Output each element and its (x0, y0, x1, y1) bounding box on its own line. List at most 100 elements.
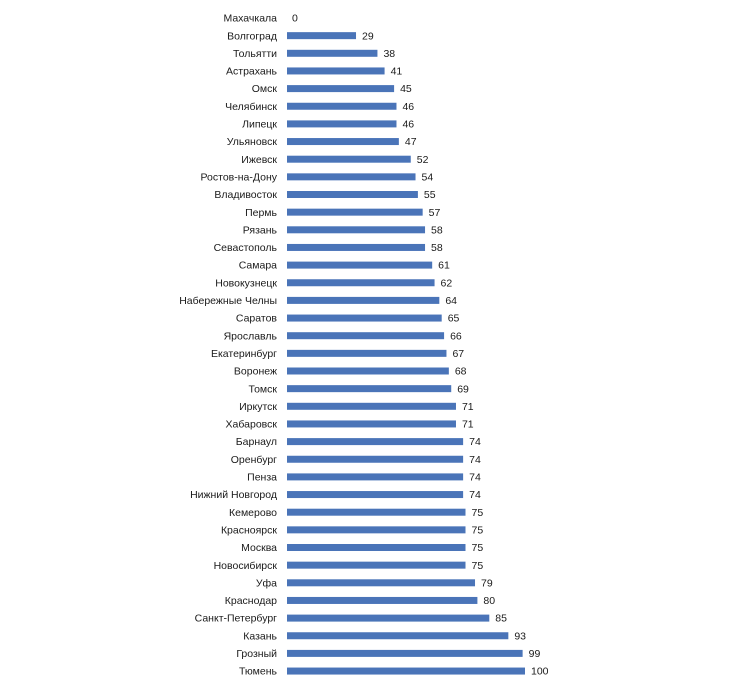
category-label-тюмень: Тюмень (239, 666, 278, 676)
value-label-пенза: 74 (469, 472, 481, 484)
bar-пенза (287, 473, 464, 481)
value-label-волгоград: 29 (362, 30, 374, 42)
bar-пермь (287, 208, 423, 216)
value-label-набережные-челны: 64 (445, 295, 457, 307)
category-label-набережные-челны: Набережные Челны (179, 295, 277, 307)
category-label-волгоград: Волгоград (227, 30, 277, 42)
category-label-челябинск: Челябинск (225, 101, 277, 113)
category-label-тольятти: Тольятти (233, 48, 277, 60)
value-label-ульяновск: 47 (405, 136, 417, 148)
bar-челябинск (287, 102, 397, 110)
bar-барнаул (287, 438, 464, 446)
category-label-воронеж: Воронеж (234, 366, 277, 378)
bar-воронеж (287, 367, 449, 375)
category-label-омск: Омск (252, 83, 278, 95)
bar-севастополь (287, 243, 426, 251)
bar-оренбург (287, 455, 464, 463)
bar-кемерово (287, 508, 466, 516)
value-label-краснодар: 80 (483, 595, 495, 607)
category-label-кемерово: Кемерово (229, 507, 277, 519)
value-label-грозный: 99 (529, 648, 541, 660)
category-label-барнаул: Барнаул (236, 436, 277, 448)
category-label-ульяновск: Ульяновск (227, 136, 278, 148)
value-label-астрахань: 41 (391, 66, 403, 78)
value-label-ижевск: 52 (417, 154, 429, 166)
bar-грозный (287, 649, 523, 657)
category-label-санкт-петербург: Санкт-Петербург (195, 613, 278, 625)
category-label-екатеринбург: Екатеринбург (211, 348, 277, 360)
category-label-пенза: Пенза (247, 472, 277, 484)
value-label-красноярск: 75 (472, 524, 484, 536)
value-label-казань: 93 (514, 630, 526, 642)
category-label-нижний-новгород: Нижний Новгород (190, 489, 277, 501)
value-label-ярославль: 66 (450, 330, 462, 342)
value-label-ростов-на-дону: 54 (422, 171, 434, 183)
category-labels: Махачкала Волгоград Тольятти Астрахань Омск Ч… (179, 13, 278, 676)
value-label-воронеж: 68 (455, 366, 467, 378)
bar-владивосток (287, 191, 418, 198)
value-label-пермь: 57 (429, 207, 441, 219)
category-label-новосибирск: Новосибирск (214, 560, 278, 572)
category-label-уфа: Уфа (256, 577, 277, 589)
bar-тюмень (287, 667, 525, 675)
value-label-иркутск: 71 (462, 401, 474, 413)
bar-новосибирск (287, 561, 466, 569)
bar-москва (287, 544, 466, 551)
value-label-оренбург: 74 (469, 454, 481, 466)
category-label-томск: Томск (249, 383, 278, 395)
bar-рязань (287, 226, 426, 234)
bar-томск (287, 385, 452, 393)
category-label-липецк: Липецк (242, 119, 277, 131)
bars (287, 32, 525, 675)
value-label-махачкала: 0 (292, 13, 298, 25)
bar-саратов (287, 314, 442, 322)
category-label-ростов-на-дону: Ростов-на-Дону (201, 171, 278, 183)
category-label-грозный: Грозный (236, 648, 277, 660)
value-label-томск: 69 (457, 383, 469, 395)
bar-астрахань (287, 67, 385, 75)
value-label-екатеринбург: 67 (452, 348, 464, 360)
category-label-севастополь: Севастополь (214, 242, 278, 254)
bar-ярославль (287, 332, 445, 340)
value-label-барнаул: 74 (469, 436, 481, 448)
category-label-пермь: Пермь (245, 207, 277, 219)
category-label-иркутск: Иркутск (239, 401, 277, 413)
category-label-владивосток: Владивосток (214, 189, 277, 201)
bar-екатеринбург (287, 349, 447, 357)
value-label-уфа: 79 (481, 577, 493, 589)
bar-красноярск (287, 526, 466, 534)
bar-волгоград (287, 32, 357, 40)
value-label-хабаровск: 71 (462, 419, 474, 431)
value-label-новосибирск: 75 (472, 560, 484, 572)
value-label-владивосток: 55 (424, 189, 436, 201)
bar-набережные-челны (287, 296, 440, 304)
category-label-самара: Самара (239, 260, 277, 272)
bar-санкт-петербург (287, 614, 490, 622)
value-label-москва: 75 (472, 542, 484, 554)
value-label-новокузнецк: 62 (441, 277, 453, 289)
category-label-казань: Казань (243, 630, 277, 642)
category-label-новокузнецк: Новокузнецк (215, 277, 277, 289)
value-label-липецк: 46 (402, 119, 414, 131)
bar-ульяновск (287, 138, 399, 146)
value-label-санкт-петербург: 85 (495, 613, 507, 625)
value-label-тольятти: 38 (383, 48, 395, 60)
bar-хабаровск (287, 420, 456, 428)
value-label-челябинск: 46 (402, 101, 414, 113)
category-label-рязань: Рязань (243, 224, 278, 236)
category-label-саратов: Саратов (236, 313, 278, 325)
category-label-хабаровск: Хабаровск (226, 419, 278, 431)
bar-новокузнецк (287, 279, 435, 287)
bar-уфа (287, 579, 476, 587)
value-label-тюмень: 100 (531, 666, 549, 676)
bar-тольятти (287, 49, 378, 57)
bar-иркутск (287, 402, 456, 410)
value-label-нижний-новгород: 74 (469, 489, 481, 501)
category-label-ижевск: Ижевск (241, 154, 277, 166)
category-label-оренбург: Оренбург (231, 454, 277, 466)
category-label-астрахань: Астрахань (226, 66, 278, 78)
category-label-махачкала: Махачкала (223, 13, 277, 25)
value-label-севастополь: 58 (431, 242, 443, 254)
bar-казань (287, 632, 509, 640)
